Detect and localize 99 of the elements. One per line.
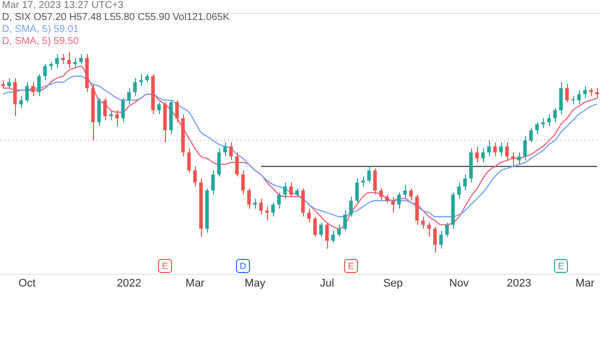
candlestick xyxy=(307,208,311,224)
x-tick-label: Jul xyxy=(320,277,334,290)
candlestick xyxy=(19,96,23,109)
candlestick xyxy=(457,182,461,200)
candlestick xyxy=(73,58,77,69)
candlestick xyxy=(577,90,581,105)
candlestick xyxy=(349,196,353,218)
candlestick xyxy=(595,88,599,99)
candlestick xyxy=(79,54,83,65)
candlestick xyxy=(535,122,539,135)
candlestick xyxy=(223,142,227,157)
candlestick xyxy=(139,74,143,87)
candlestick xyxy=(25,82,29,103)
series-label: D, SMA, 5) 59.50 xyxy=(2,36,79,48)
candlestick xyxy=(517,152,521,165)
candlestick xyxy=(487,140,491,157)
candlestick xyxy=(523,136,527,161)
x-tick-label: 2022 xyxy=(116,277,142,290)
candlestick xyxy=(361,176,365,188)
candlestick xyxy=(217,148,221,177)
candlestick xyxy=(271,202,275,218)
candlestick xyxy=(301,188,305,218)
candlestick xyxy=(583,86,587,99)
candlestick xyxy=(67,52,71,69)
candlestick xyxy=(481,148,485,163)
candlestick xyxy=(229,142,233,161)
candlestick xyxy=(463,174,467,192)
candlestick xyxy=(427,222,431,238)
candlestick xyxy=(511,152,515,167)
candlestick xyxy=(439,230,443,250)
candlestick xyxy=(493,142,497,157)
candlestick xyxy=(391,196,395,214)
candlestick xyxy=(43,64,47,81)
candlestick xyxy=(121,98,125,123)
candlestick xyxy=(475,146,479,163)
text: E xyxy=(344,258,358,273)
candlestick xyxy=(331,230,335,244)
candlestick xyxy=(547,114,551,127)
candlestick xyxy=(187,148,191,173)
candlestick xyxy=(31,82,35,97)
candlestick xyxy=(61,54,65,65)
candlestick xyxy=(529,128,533,143)
candlestick xyxy=(13,78,17,117)
candlestick xyxy=(115,110,119,127)
candlestick xyxy=(193,166,197,188)
x-tick-label: 2023 xyxy=(506,277,532,290)
candlestick xyxy=(355,178,359,204)
candlestick xyxy=(211,170,215,196)
candlestick xyxy=(505,142,509,161)
candlestick xyxy=(127,88,131,105)
candlestick xyxy=(259,198,263,216)
candlestick xyxy=(235,152,239,177)
candlestick xyxy=(97,98,101,127)
candlestick xyxy=(241,170,245,196)
candlestick xyxy=(265,206,269,222)
candlestick xyxy=(541,118,545,129)
x-tick-label: Oct xyxy=(18,277,36,290)
candlestick xyxy=(253,198,257,210)
text: E xyxy=(158,258,172,273)
candlestick xyxy=(247,188,251,210)
candlestick xyxy=(445,222,449,238)
text: D xyxy=(236,258,250,273)
candlestick xyxy=(379,188,383,202)
candlestick xyxy=(373,168,377,196)
text: D, SMA, 5) 59.01 xyxy=(2,24,79,36)
candlestick xyxy=(277,192,281,210)
candlestick xyxy=(325,222,329,250)
chart-subtitle: D, SIX O57.20 H57.48 L55.80 C55.90 Vol121.065K xyxy=(2,12,230,24)
candlestick xyxy=(7,78,11,89)
chart-title: Mar 17, 2023 13:27 UTC+3 xyxy=(2,0,124,12)
candlestick xyxy=(133,78,137,97)
x-tick-label: Mar xyxy=(576,277,595,290)
candlestick xyxy=(559,82,563,115)
candlestick xyxy=(433,226,437,254)
candlestick xyxy=(403,184,407,200)
x-tick-label: Nov xyxy=(449,277,470,290)
candlestick xyxy=(499,142,503,157)
candlestick xyxy=(343,210,347,232)
x-tick-label: Sep xyxy=(383,277,403,290)
candlestick xyxy=(337,224,341,238)
x-tick-label: Mar xyxy=(186,277,205,290)
candlestick xyxy=(109,110,113,121)
candlestick xyxy=(175,100,179,123)
candlestick xyxy=(283,182,287,200)
candlestick xyxy=(553,108,557,123)
candlestick xyxy=(565,84,569,103)
text: E xyxy=(554,258,568,273)
candlestick xyxy=(157,102,161,115)
candlestick xyxy=(319,222,323,238)
candlestick xyxy=(103,98,107,121)
candlestick xyxy=(37,74,41,97)
candlestick xyxy=(55,54,59,69)
candlestick xyxy=(367,166,371,184)
candlestick xyxy=(313,216,317,238)
candlestick xyxy=(289,182,293,198)
candlestick xyxy=(409,188,413,202)
candlestick xyxy=(397,192,401,210)
x-tick-label: May xyxy=(244,277,266,290)
candlestick xyxy=(421,216,425,230)
